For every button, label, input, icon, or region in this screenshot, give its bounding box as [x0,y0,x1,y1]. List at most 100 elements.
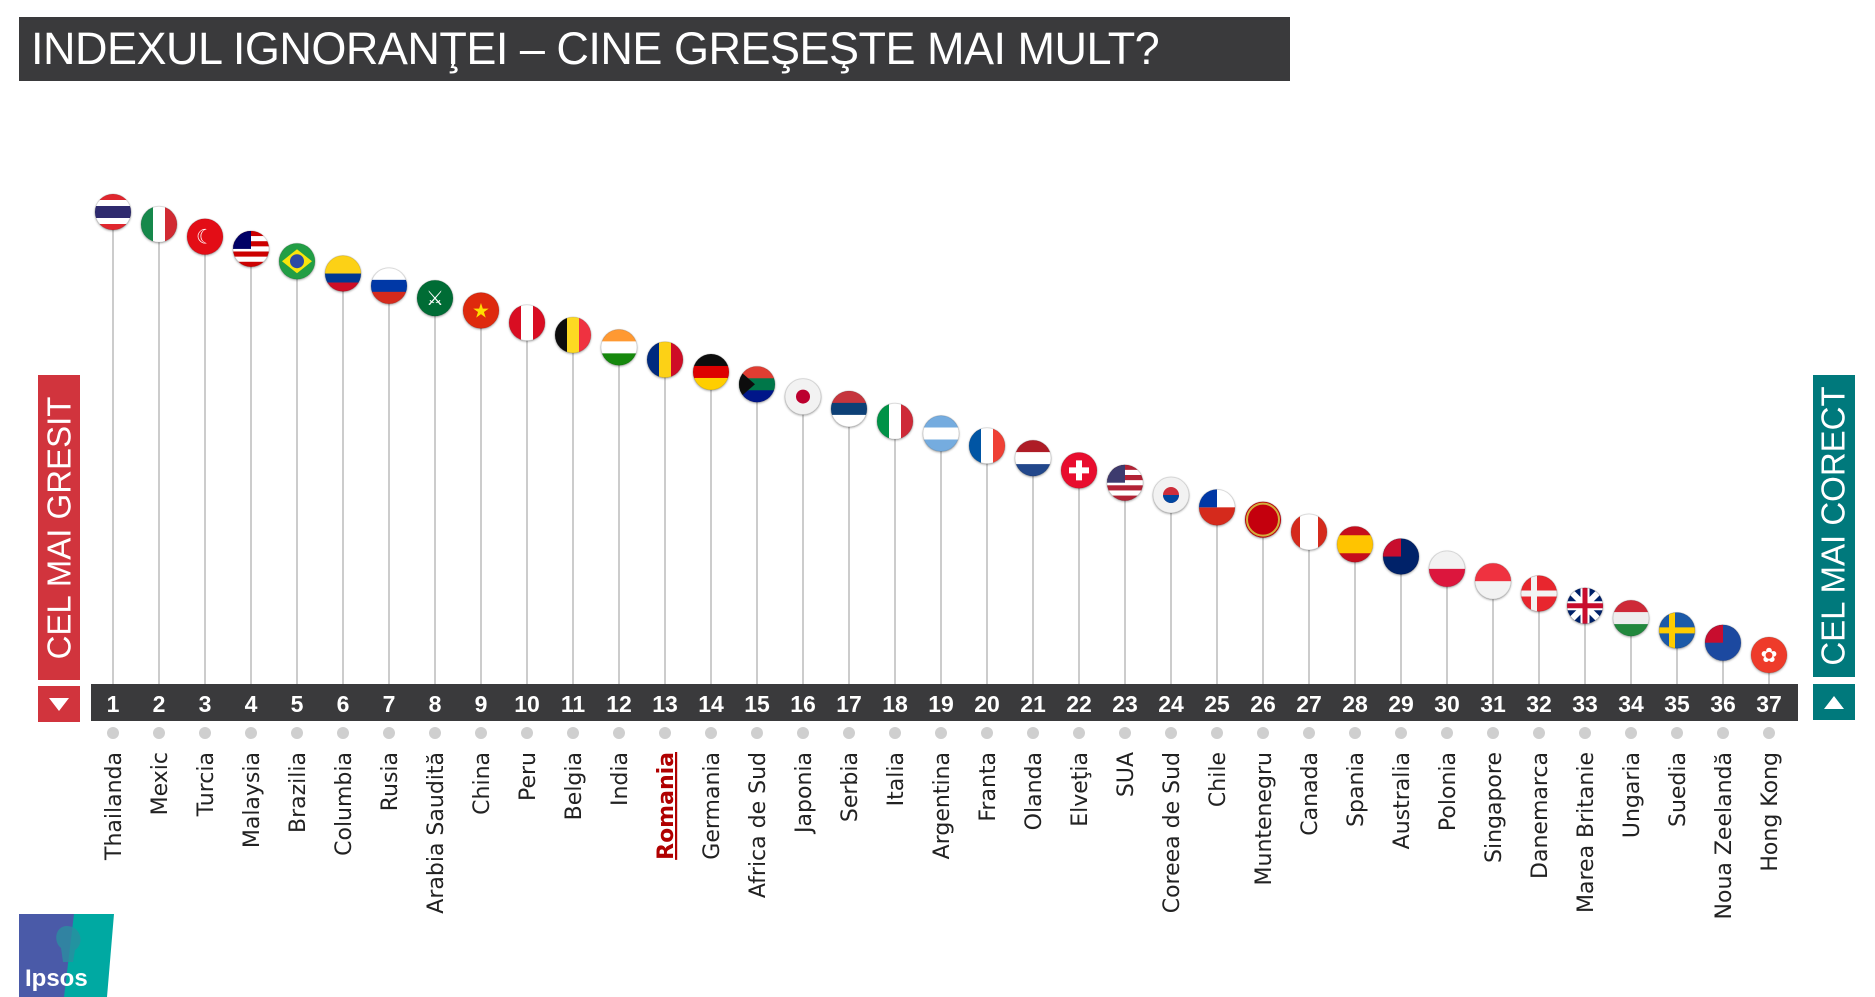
country-label: Noua Zeelandă [1712,752,1737,919]
anchor-dot [1717,727,1729,739]
flag-icon [232,230,270,268]
flag-icon [370,267,408,305]
country-label: Danemarca [1528,752,1553,879]
country-label: Turcia [194,752,219,817]
anchor-dot [383,727,395,739]
country-label: Chile [1206,752,1231,807]
country-label: Germania [700,752,725,860]
rank-number: 23 [1112,691,1138,717]
anchor-dot [1165,727,1177,739]
rank-number: 3 [199,691,212,717]
anchor-dot [705,727,717,739]
rank-number: 14 [698,691,724,717]
flag-icon [140,205,178,243]
rank-number: 29 [1388,691,1414,717]
rank-number: 21 [1020,691,1046,717]
anchor-dot [935,727,947,739]
anchor-dot [889,727,901,739]
country-label: Argentina [930,752,955,859]
country-label: Brazilia [286,752,311,833]
flag-icon [646,341,684,379]
country-label: Japonia [792,752,817,835]
country-label: Malaysia [240,752,265,848]
rank-number: 16 [790,691,816,717]
flag-icon [278,242,316,280]
rank-number: 1 [107,691,120,717]
country-label: Thailanda [102,752,127,861]
flag-icon [1336,525,1374,563]
flag-icon [1106,464,1144,502]
flag-icon [922,415,960,452]
rank-number: 7 [383,691,396,717]
rank-number: 17 [836,691,862,717]
rank-number: 22 [1066,691,1092,717]
logo-text: Ipsos [25,965,88,992]
flag-icon [784,378,822,416]
anchor-dot [429,727,441,739]
flag-icon [1244,501,1282,539]
country-label: Coreea de Sud [1160,752,1185,913]
flag-icon: ✿ [1750,636,1788,674]
flag-icon [968,427,1006,465]
flag-icon: ★ [462,291,500,329]
flag-icon [1704,624,1742,662]
country-label: Peru [516,752,541,801]
country-label: Hong Kong [1758,752,1783,872]
flag-icon [1290,513,1328,551]
country-label: Canada [1298,752,1323,836]
down-arrow-icon [38,686,80,722]
anchor-dot [1027,727,1039,739]
rank-number: 26 [1250,691,1276,717]
country-label: Spania [1344,752,1369,827]
rank-number: 24 [1158,691,1184,717]
flag-icon [1566,587,1604,625]
anchor-dot [521,727,533,739]
anchor-dot [1671,727,1683,739]
anchor-dot [475,727,487,739]
flag-icon [1612,599,1650,637]
country-label: Serbia [838,752,863,822]
anchor-dot [1533,727,1545,739]
flag-icon: ⚔ [416,279,454,317]
rank-number: 19 [928,691,954,717]
anchor-dot [567,727,579,739]
anchor-dot [1257,727,1269,739]
flag-icon [1428,550,1466,588]
rank-number: 9 [475,691,488,717]
flag-icon [1520,574,1558,612]
anchor-dot [337,727,349,739]
country-label: Mexic [148,752,173,815]
rank-number: 33 [1572,691,1598,717]
rank-number: 37 [1756,691,1782,717]
anchor-dot [1395,727,1407,739]
rank-number: 13 [652,691,678,717]
flag-icon [692,353,730,391]
flag-icon [1198,488,1236,526]
anchor-dot [659,727,671,739]
svg-text:☾: ☾ [196,225,214,249]
rank-number: 35 [1664,691,1690,717]
rank-number: 12 [606,691,632,717]
anchor-dot [797,727,809,739]
country-label: Rusia [378,752,403,811]
country-label: Arabia Saudită [424,752,449,914]
page-title: INDEXUL IGNORANŢEI – CINE GREŞEŞTE MAI M… [19,17,1290,81]
anchor-dot [751,727,763,739]
rank-number: 4 [245,691,258,717]
country-label: Olanda [1022,752,1047,830]
flag-icon [324,255,362,293]
anchor-dot [981,727,993,739]
country-label: Ungaria [1620,752,1645,838]
country-label: Suedia [1666,752,1691,827]
rank-number: 32 [1526,691,1552,717]
anchor-dot [199,727,211,739]
country-label: Romania [654,752,679,860]
country-label: Muntenegru [1252,752,1277,885]
country-label: India [608,752,633,806]
anchor-dot [153,727,165,739]
rank-number: 11 [561,691,586,717]
anchor-dot [1073,727,1085,739]
anchor-dot [1211,727,1223,739]
most-wrong-label: CEL MAI GRESIT [38,375,80,680]
